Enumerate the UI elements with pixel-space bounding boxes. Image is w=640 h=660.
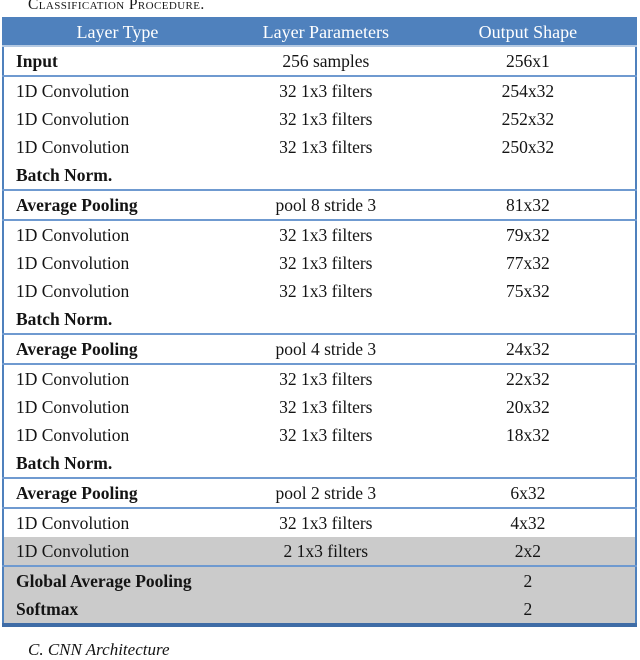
table-row: 1D Convolution 32 1x3 filters 22x32 bbox=[3, 364, 636, 393]
section-heading: C. CNN Architecture bbox=[28, 640, 170, 659]
table-row: 1D Convolution 32 1x3 filters 250x32 bbox=[3, 133, 636, 161]
output-shape-cell: 24x32 bbox=[420, 334, 636, 365]
layer-parameters-cell: pool 4 stride 3 bbox=[230, 334, 421, 365]
layer-type-cell: Batch Norm. bbox=[3, 305, 231, 335]
layer-type-cell: Input bbox=[3, 46, 231, 77]
layer-parameters-cell: 32 1x3 filters bbox=[279, 512, 373, 533]
layer-type-cell: 1D Convolution bbox=[16, 424, 130, 445]
output-shape-cell: 254x32 bbox=[501, 80, 555, 101]
table-row: Average Pooling pool 8 stride 3 81x32 bbox=[3, 190, 636, 221]
layer-parameters-cell: pool 2 stride 3 bbox=[230, 478, 421, 509]
layer-type-cell: 1D Convolution bbox=[16, 136, 130, 157]
output-shape-cell: 79x32 bbox=[506, 224, 550, 245]
layer-parameters-cell: 32 1x3 filters bbox=[279, 136, 373, 157]
layer-type-cell: 1D Convolution bbox=[16, 224, 130, 245]
table-row: Average Pooling pool 4 stride 3 24x32 bbox=[3, 334, 636, 365]
table-row: 1D Convolution 32 1x3 filters 79x32 bbox=[3, 220, 636, 249]
table-row: 1D Convolution 32 1x3 filters 77x32 bbox=[3, 249, 636, 277]
layer-parameters-cell bbox=[231, 566, 421, 595]
layer-type-cell: Average Pooling bbox=[3, 478, 231, 509]
output-shape-cell: 22x32 bbox=[506, 368, 550, 389]
table-row: Global Average Pooling 2 bbox=[3, 566, 636, 595]
table-row: 1D Convolution 32 1x3 filters 252x32 bbox=[3, 105, 636, 133]
layer-type-cell: 1D Convolution bbox=[16, 368, 130, 389]
output-shape-cell: 81x32 bbox=[420, 190, 636, 221]
layer-parameters-cell: 32 1x3 filters bbox=[279, 424, 373, 445]
table-row: Batch Norm. bbox=[3, 161, 636, 191]
layer-type-cell: Global Average Pooling bbox=[16, 570, 192, 591]
layer-type-cell: Average Pooling bbox=[3, 190, 231, 221]
table-header: Layer Type Layer Parameters Output Shape bbox=[3, 18, 636, 47]
cnn-architecture-table: Layer Type Layer Parameters Output Shape… bbox=[2, 17, 637, 627]
output-shape-cell bbox=[420, 161, 636, 191]
layer-parameters-cell bbox=[230, 305, 421, 335]
output-shape-cell: 6x32 bbox=[420, 478, 636, 509]
layer-parameters-cell: pool 8 stride 3 bbox=[230, 190, 421, 221]
table-row: 1D Convolution 32 1x3 filters 254x32 bbox=[3, 76, 636, 105]
layer-parameters-cell bbox=[230, 161, 421, 191]
layer-parameters-cell: 32 1x3 filters bbox=[279, 224, 373, 245]
table-row: Average Pooling pool 2 stride 3 6x32 bbox=[3, 478, 636, 509]
layer-type-cell: 1D Convolution bbox=[16, 280, 130, 301]
layer-parameters-cell: 256 samples bbox=[230, 46, 421, 77]
table-row: Softmax 2 bbox=[3, 595, 636, 625]
table-row: Input 256 samples 256x1 bbox=[3, 46, 636, 77]
layer-type-cell: 1D Convolution bbox=[3, 537, 231, 567]
table-row: 1D Convolution 32 1x3 filters 18x32 bbox=[3, 421, 636, 449]
output-shape-cell: 20x32 bbox=[506, 396, 550, 417]
table-row: Batch Norm. bbox=[3, 449, 636, 479]
output-shape-cell: 2 bbox=[523, 598, 533, 619]
column-header-output-shape: Output Shape bbox=[420, 18, 636, 47]
layer-type-cell: 1D Convolution bbox=[16, 80, 130, 101]
layer-type-cell: 1D Convolution bbox=[16, 512, 130, 533]
layer-parameters-cell: 32 1x3 filters bbox=[279, 396, 373, 417]
output-shape-cell: 256x1 bbox=[420, 46, 636, 77]
table-row: Batch Norm. bbox=[3, 305, 636, 335]
column-header-layer-type: Layer Type bbox=[3, 18, 231, 47]
table-row: 1D Convolution 32 1x3 filters 4x32 bbox=[3, 508, 636, 537]
table-row: 1D Convolution 2 1x3 filters 2x2 bbox=[3, 537, 636, 567]
layer-parameters-cell: 32 1x3 filters bbox=[279, 368, 373, 389]
layer-type-cell: Average Pooling bbox=[3, 334, 231, 365]
table-row: 1D Convolution 32 1x3 filters 20x32 bbox=[3, 393, 636, 421]
layer-type-cell: Softmax bbox=[16, 598, 79, 619]
layer-parameters-cell: 32 1x3 filters bbox=[279, 252, 373, 273]
output-shape-cell: 75x32 bbox=[506, 280, 550, 301]
output-shape-cell: 2 bbox=[523, 570, 533, 591]
output-shape-cell: 4x32 bbox=[510, 512, 546, 533]
output-shape-cell: 252x32 bbox=[501, 108, 555, 129]
header-row: Layer Type Layer Parameters Output Shape bbox=[3, 18, 636, 47]
layer-type-cell: 1D Convolution bbox=[16, 252, 130, 273]
output-shape-cell: 77x32 bbox=[506, 252, 550, 273]
output-shape-cell bbox=[420, 449, 636, 479]
output-shape-cell: 250x32 bbox=[501, 136, 555, 157]
layer-type-cell: Batch Norm. bbox=[3, 161, 231, 191]
layer-parameters-cell: 2 1x3 filters bbox=[230, 537, 421, 567]
layer-type-cell: Batch Norm. bbox=[3, 449, 231, 479]
output-shape-cell: 2x2 bbox=[420, 537, 636, 567]
layer-parameters-cell: 32 1x3 filters bbox=[279, 280, 373, 301]
output-shape-cell bbox=[420, 305, 636, 335]
layer-type-cell: 1D Convolution bbox=[16, 396, 130, 417]
table-caption: Classification Procedure. bbox=[28, 0, 205, 13]
table-body: Input 256 samples 256x1 1D Convolution 32 1x… bbox=[3, 46, 636, 625]
layer-parameters-cell bbox=[230, 449, 421, 479]
layer-parameters-cell bbox=[231, 595, 421, 625]
layer-parameters-cell: 32 1x3 filters bbox=[279, 108, 373, 129]
layer-parameters-cell: 32 1x3 filters bbox=[279, 80, 373, 101]
layer-type-cell: 1D Convolution bbox=[16, 108, 130, 129]
output-shape-cell: 18x32 bbox=[506, 424, 550, 445]
table-row: 1D Convolution 32 1x3 filters 75x32 bbox=[3, 277, 636, 305]
column-header-layer-parameters: Layer Parameters bbox=[230, 18, 421, 47]
